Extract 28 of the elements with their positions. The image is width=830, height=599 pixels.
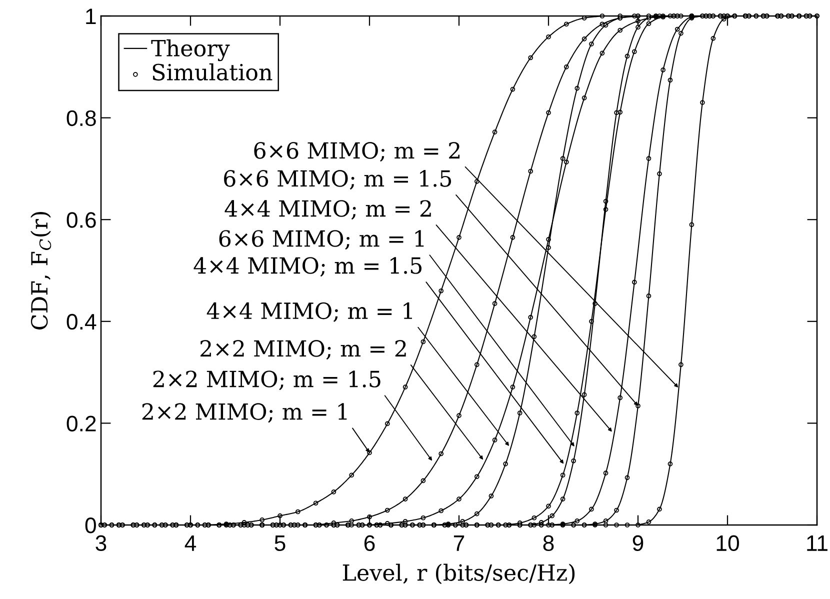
x-tick-label: 7	[454, 536, 464, 551]
x-tick-label: 8	[543, 535, 554, 552]
annotation: 2×2 MIMO; m = 2	[200, 340, 406, 360]
legend-label: Simulation	[152, 63, 272, 81]
x-axis-title: Level, r (bits/sec/Hz)	[342, 564, 575, 584]
x-tick-label: 9	[632, 535, 644, 552]
x-tick-label: 5	[274, 536, 286, 552]
y-tick-label: 0.8	[66, 110, 96, 126]
annotation: 4×4 MIMO; m = 1	[206, 302, 412, 322]
y-tick-label: 0.4	[66, 314, 96, 330]
annotation: 6×6 MIMO; m = 1	[219, 230, 424, 250]
annotation: 6×6 MIMO; m = 2	[254, 142, 460, 162]
x-tick-label: 6	[364, 535, 375, 552]
y-tick-label: 0.2	[66, 416, 96, 432]
x-tick-label: 4	[184, 536, 196, 551]
annotation: 4×4 MIMO; m = 1.5	[194, 257, 422, 277]
x-tick-label: 10	[716, 535, 739, 552]
annotation: 6×6 MIMO; m = 1.5	[224, 170, 452, 190]
y-tick-label: 0.6	[66, 212, 96, 228]
annotation: 2×2 MIMO; m = 1	[142, 403, 347, 423]
y-axis-title: CDF, F$_{C}$(r)	[30, 212, 52, 330]
x-tick-label: 11	[807, 536, 828, 551]
y-tick-label: 1	[86, 8, 96, 24]
annotation: 4×4 MIMO; m = 2	[224, 200, 431, 220]
annotation: 2×2 MIMO; m = 1.5	[153, 370, 380, 390]
y-tick-label: 0	[85, 518, 96, 534]
x-tick-label: 3	[96, 535, 106, 552]
legend-label: Theory	[151, 39, 230, 62]
